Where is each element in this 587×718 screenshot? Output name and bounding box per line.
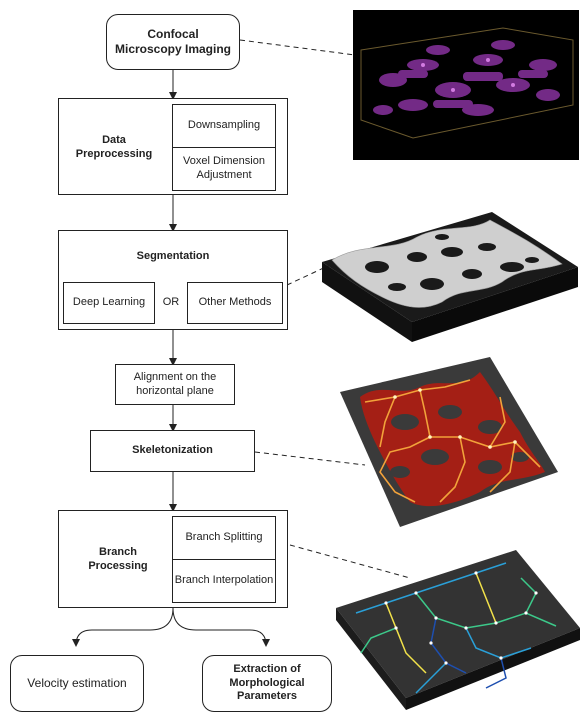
imaging-label: Confocal Microscopy Imaging (114, 27, 232, 56)
velocity-label: Velocity estimation (27, 676, 127, 690)
velocity-box: Velocity estimation (10, 655, 144, 712)
morph-box: Extraction of Morphological Parameters (202, 655, 332, 712)
alignment-label: Alignment on the horizontal plane (133, 370, 217, 397)
dashed-link-branch (289, 544, 411, 579)
other-methods-label: Other Methods (198, 296, 272, 309)
segmentation-title: Segmentation (136, 250, 210, 263)
preprocessing-title: Data Preprocessing (75, 134, 153, 160)
branch-splitting-label: Branch Splitting (185, 531, 263, 544)
morph-label: Extraction of Morphological Parameters (229, 662, 305, 703)
downsampling-label: Downsampling (187, 119, 261, 132)
voxel-adjust-box: Voxel Dimension Adjustment (172, 147, 276, 191)
skeletonization-label: Skeletonization (132, 444, 213, 457)
branch-network-image (336, 550, 580, 710)
deep-learning-box: Deep Learning (63, 282, 155, 324)
other-methods-box: Other Methods (187, 282, 283, 324)
downsampling-box: Downsampling (172, 104, 276, 148)
alignment-box: Alignment on the horizontal plane (115, 364, 235, 405)
microscopy-volume-image (353, 10, 579, 160)
branch-splitting-box: Branch Splitting (172, 516, 276, 560)
arrow-branch-to-velocity (72, 607, 174, 647)
skeletonization-box: Skeletonization (90, 430, 255, 472)
or-label: OR (162, 296, 180, 309)
voxel-adjust-label: Voxel Dimension Adjustment (183, 155, 265, 181)
deep-learning-label: Deep Learning (72, 296, 146, 309)
dashed-link-skeleton (254, 451, 366, 466)
branch-interpolation-label: Branch Interpolation (174, 574, 274, 587)
branch-interpolation-box: Branch Interpolation (172, 559, 276, 603)
arrow-branch-to-morph (172, 607, 270, 647)
dashed-link-imaging (239, 39, 356, 56)
imaging-box: Confocal Microscopy Imaging (106, 14, 240, 70)
segmentation-render-image (322, 212, 578, 342)
skeleton-render-image (340, 357, 558, 527)
branch-processing-title: Branch Processing (88, 546, 148, 572)
